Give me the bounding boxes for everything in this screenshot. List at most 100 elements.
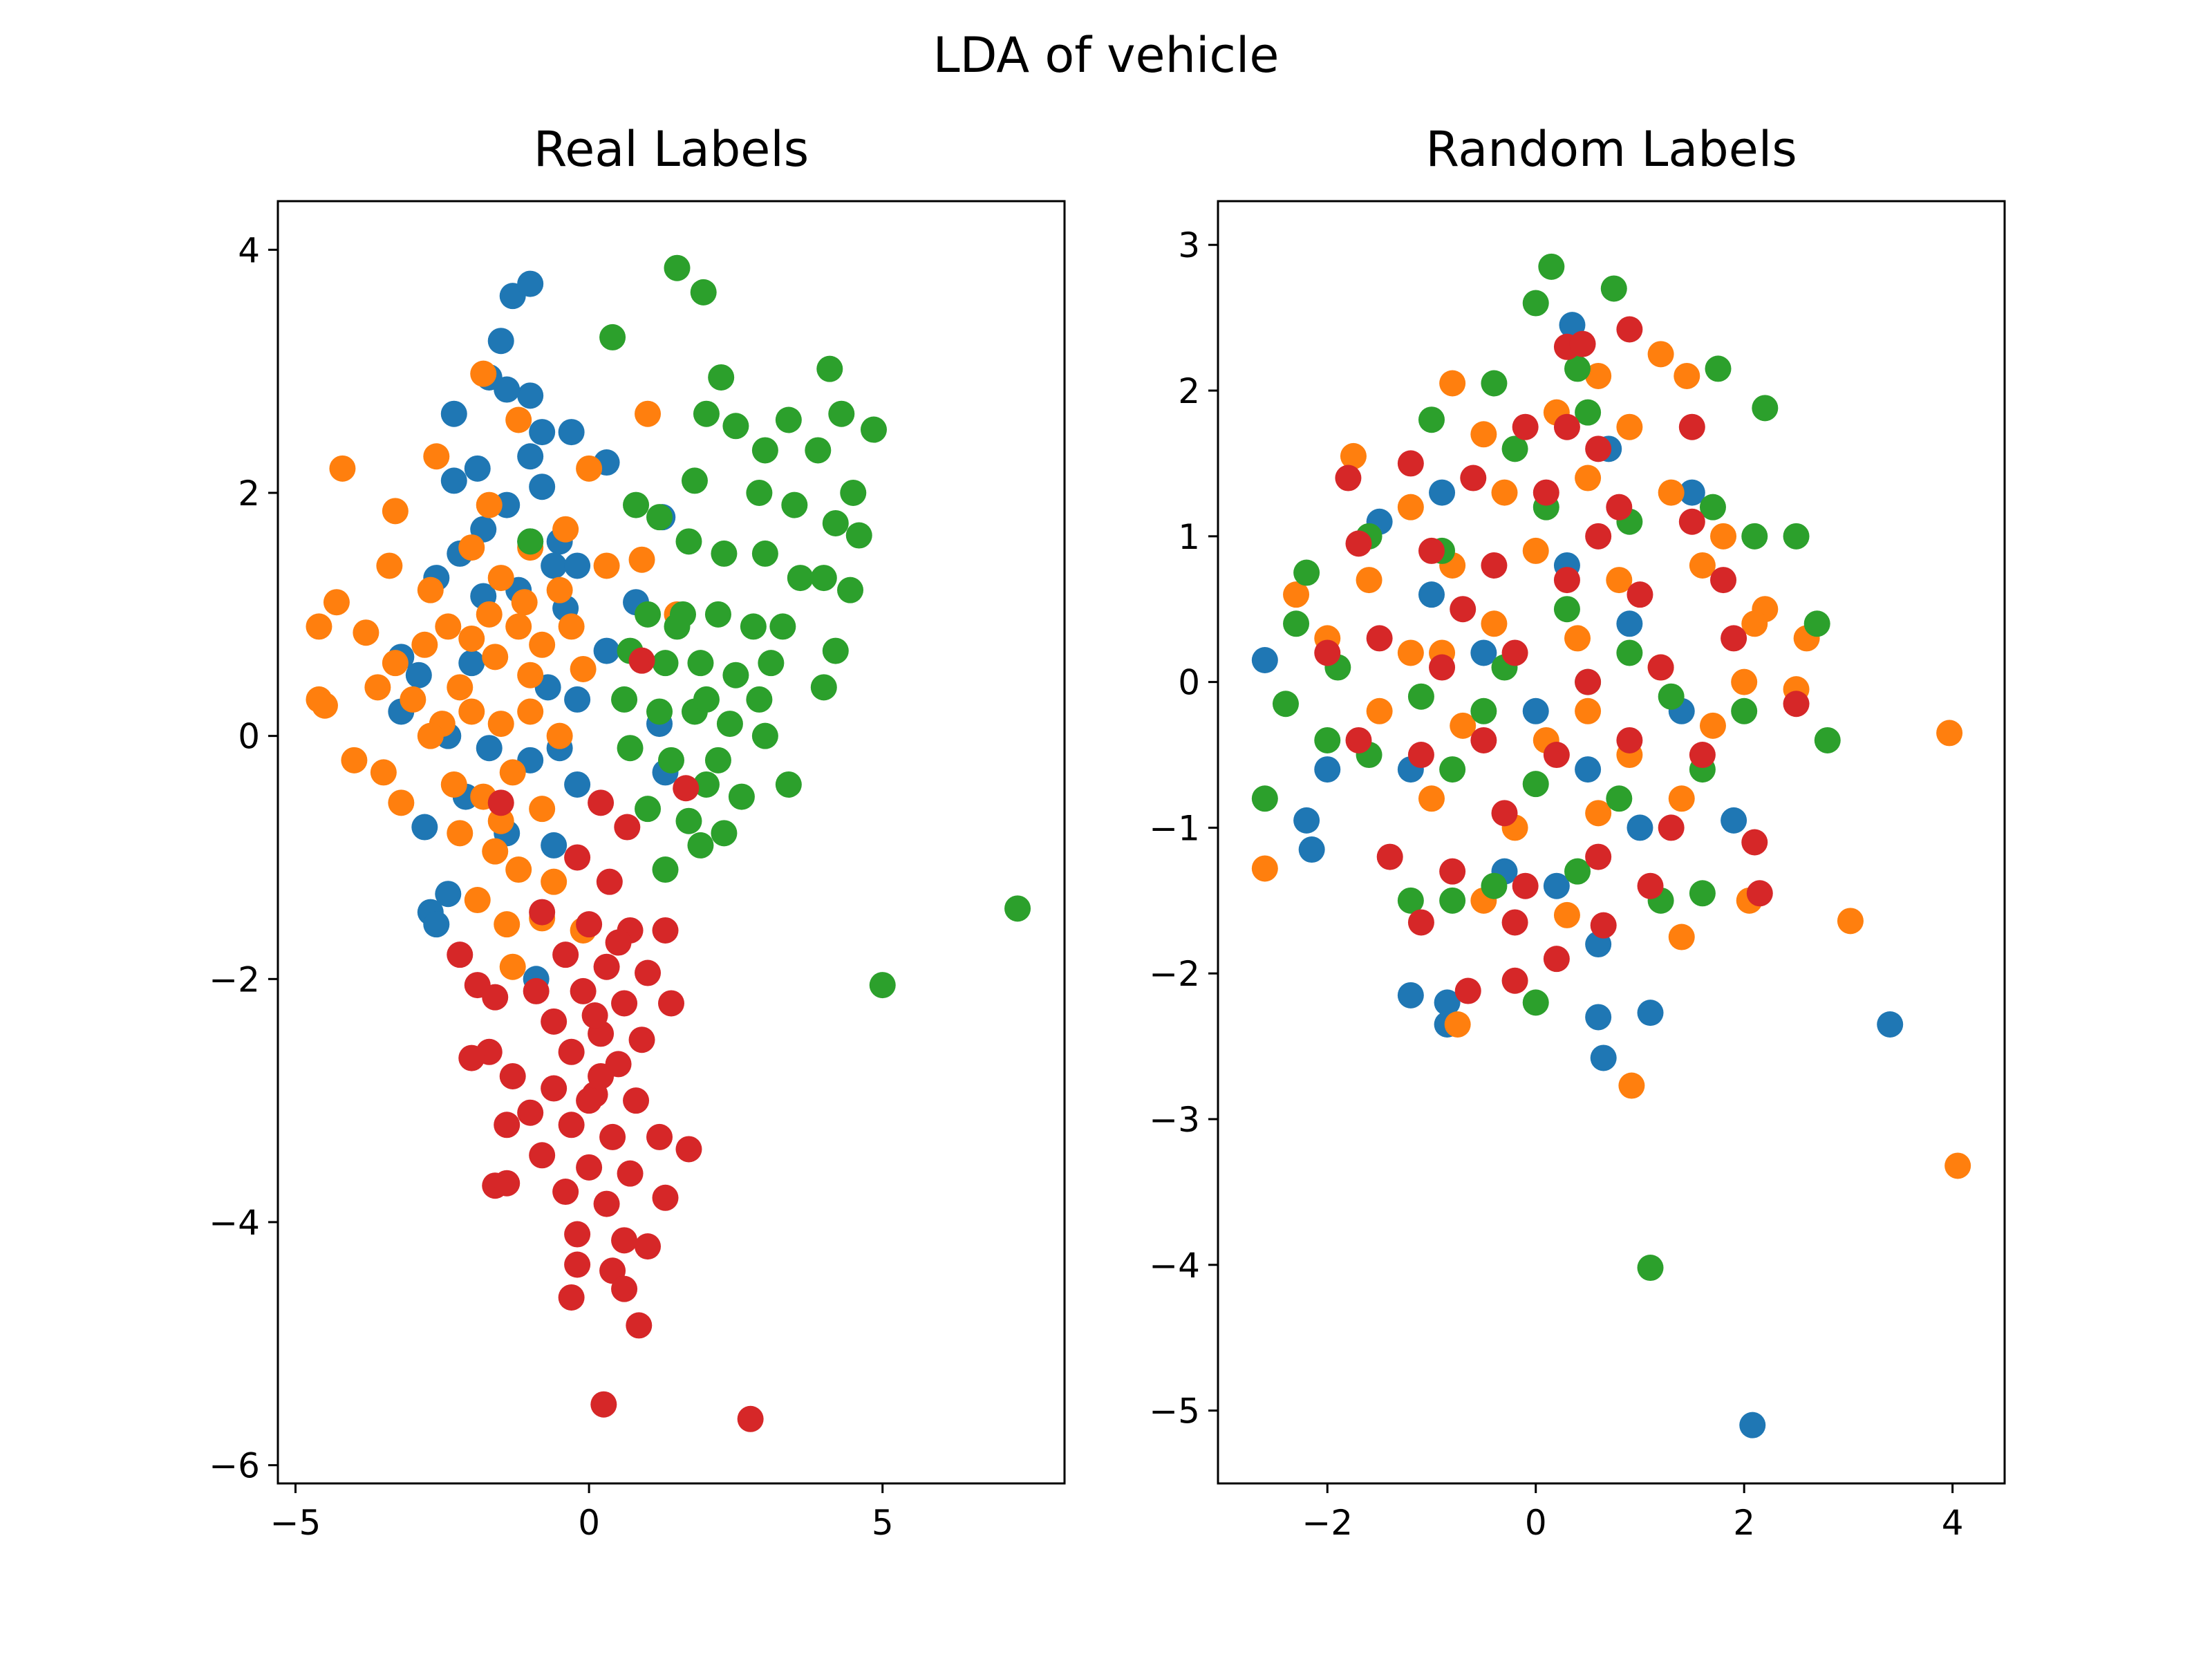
real-labels-point-series-0: [435, 881, 462, 908]
panel-title-real-labels: Real Labels: [534, 121, 809, 178]
random-labels-point-series-1: [1668, 924, 1695, 950]
real-labels-point-series-2: [751, 722, 778, 749]
random-labels-point-series-1: [1674, 362, 1700, 389]
real-labels-point-series-1: [382, 498, 409, 525]
random-labels-y-tick-label: 1: [1178, 517, 1200, 557]
random-labels-point-series-3: [1481, 552, 1508, 579]
random-labels-point-series-3: [1429, 654, 1456, 681]
real-labels-point-series-2: [746, 479, 773, 506]
real-labels-point-series-3: [570, 977, 597, 1004]
real-labels-point-series-0: [529, 474, 556, 500]
random-labels-point-series-3: [1647, 654, 1674, 681]
real-labels-point-series-1: [458, 698, 485, 725]
random-labels-point-series-0: [1298, 836, 1325, 863]
random-labels-point-series-3: [1345, 530, 1372, 557]
random-labels-point-series-3: [1439, 858, 1466, 885]
real-labels-point-series-1: [487, 807, 514, 834]
real-labels-point-series-1: [529, 796, 556, 823]
real-labels-point-series-3: [576, 1154, 603, 1181]
real-labels-point-series-1: [382, 650, 409, 677]
real-labels-point-series-1: [341, 747, 368, 774]
real-labels-point-series-3: [675, 1136, 702, 1163]
random-labels-point-series-2: [1814, 727, 1841, 753]
real-labels-point-series-3: [628, 1027, 655, 1053]
real-labels-point-series-2: [690, 279, 717, 306]
real-labels-point-series-1: [541, 868, 568, 895]
real-labels-point-series-3: [558, 1284, 585, 1311]
random-labels-point-series-2: [1699, 494, 1726, 521]
random-labels-point-series-1: [1658, 479, 1685, 506]
random-labels-point-series-2: [1731, 697, 1758, 724]
real-labels-point-series-3: [564, 1251, 591, 1278]
real-labels-point-series-0: [564, 552, 591, 579]
real-labels-point-series-2: [775, 771, 802, 798]
real-labels-point-series-3: [576, 1087, 603, 1114]
random-labels-point-series-3: [1470, 727, 1497, 753]
real-labels-y-tick-label: −4: [209, 1203, 260, 1243]
random-labels-point-series-2: [1689, 880, 1716, 907]
real-labels-point-series-1: [482, 644, 509, 671]
real-labels-y-tick-label: 4: [238, 230, 260, 270]
random-labels-point-series-1: [1439, 370, 1466, 397]
real-labels-point-series-1: [458, 625, 485, 652]
real-labels-point-series-1: [593, 552, 620, 579]
real-labels-point-series-2: [751, 540, 778, 567]
random-labels-point-series-2: [1606, 785, 1633, 812]
real-labels-point-series-3: [593, 953, 620, 980]
real-labels-point-series-2: [517, 528, 544, 555]
random-labels-point-series-1: [1585, 800, 1612, 827]
random-labels-point-series-2: [1803, 610, 1830, 637]
random-labels-point-series-2: [1600, 275, 1627, 302]
real-labels-y-tick-label: −6: [209, 1446, 260, 1486]
random-labels-point-series-3: [1366, 625, 1393, 652]
random-labels-point-series-1: [1618, 1072, 1645, 1099]
real-labels-point-series-3: [487, 789, 514, 816]
panel-random-labels: Random Labels −2 0 2 4 3 2 1 0 −1 −2 −3 −4 −5: [1149, 121, 2006, 1543]
real-labels-point-series-0: [517, 443, 544, 470]
random-labels-point-series-0: [1543, 872, 1570, 899]
real-labels-y-tick-label: 0: [238, 717, 260, 757]
real-labels-point-series-2: [675, 807, 702, 834]
real-labels-point-series-0: [593, 637, 620, 664]
real-labels-point-series-3: [494, 1170, 521, 1197]
random-labels-point-series-3: [1616, 727, 1643, 753]
real-labels-point-series-3: [611, 1275, 638, 1302]
real-labels-point-series-1: [546, 722, 573, 749]
real-labels-point-series-0: [529, 419, 556, 446]
real-labels-point-series-1: [458, 534, 485, 561]
random-labels-point-series-0: [1627, 814, 1653, 841]
random-labels-point-series-2: [1407, 683, 1434, 710]
random-labels-point-series-3: [1637, 872, 1664, 899]
random-labels-point-series-1: [1553, 901, 1580, 928]
random-labels-point-series-2: [1251, 785, 1278, 812]
real-labels-point-series-2: [646, 698, 673, 725]
real-labels-point-series-3: [558, 1112, 585, 1138]
real-labels-point-series-2: [746, 686, 773, 713]
real-labels-point-series-2: [740, 613, 767, 640]
real-labels-point-series-1: [329, 455, 356, 482]
real-labels-point-series-1: [494, 911, 521, 938]
random-labels-point-series-0: [1616, 610, 1643, 637]
real-labels-point-series-2: [664, 254, 691, 281]
random-labels-point-series-1: [1356, 567, 1382, 594]
real-labels-point-series-1: [400, 686, 427, 713]
real-labels-point-series-3: [635, 959, 662, 986]
real-labels-point-series-1: [470, 360, 497, 387]
random-labels-point-series-2: [1481, 370, 1508, 397]
random-labels-point-series-0: [1522, 697, 1549, 724]
real-labels-point-series-1: [628, 546, 655, 573]
real-labels-point-series-3: [617, 1160, 644, 1187]
random-labels-point-series-1: [1397, 639, 1424, 666]
random-labels-point-series-1: [1731, 668, 1758, 695]
random-labels-y-tick-label: 2: [1178, 371, 1200, 411]
random-labels-point-series-1: [1699, 712, 1726, 739]
real-labels-point-series-1: [364, 674, 391, 701]
random-labels-point-series-3: [1501, 639, 1528, 666]
real-labels-point-series-2: [722, 413, 749, 440]
real-labels-point-series-2: [716, 711, 743, 738]
random-labels-point-series-3: [1454, 977, 1481, 1004]
real-labels-point-series-2: [704, 747, 731, 774]
real-labels-point-series-3: [552, 941, 579, 968]
random-labels-y-tick-label: −1: [1149, 808, 1200, 848]
